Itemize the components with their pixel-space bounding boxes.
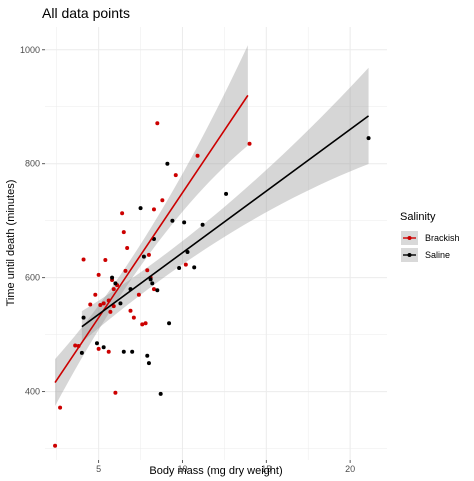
data-point-brackish (96, 272, 101, 277)
data-point-saline (146, 361, 151, 366)
data-point-saline (121, 349, 126, 354)
x-axis-ticks: 5 10 15 20 (96, 460, 355, 474)
x-tick-label: 10 (177, 464, 187, 474)
data-point-brackish (121, 230, 126, 235)
legend-label-brackish: Brackish (425, 233, 460, 243)
fit-line-saline (81, 115, 370, 328)
data-point-saline (158, 391, 163, 396)
data-point-brackish (103, 258, 108, 263)
legend-label-saline: Saline (425, 250, 450, 260)
data-point-saline (113, 281, 118, 286)
legend-title: Salinity (400, 211, 436, 223)
x-axis-title: Body mass (mg dry weight) (149, 465, 282, 477)
y-axis-ticks: 400 600 800 1000 (20, 45, 45, 397)
legend-key-point-brackish (407, 236, 412, 240)
legend-key-point-saline (407, 253, 412, 257)
data-point-brackish (143, 321, 148, 326)
data-point-brackish (73, 343, 78, 348)
data-point-saline (167, 321, 172, 326)
data-point-saline (182, 220, 187, 225)
data-point-brackish (113, 390, 118, 395)
data-point-brackish (125, 246, 130, 251)
data-point-saline (148, 277, 153, 282)
data-point-brackish (53, 443, 58, 448)
data-point-brackish (111, 287, 116, 292)
data-point-brackish (93, 292, 98, 297)
y-axis-title: Time until death (minutes) (5, 180, 17, 307)
data-point-saline (110, 275, 115, 280)
data-point-brackish (160, 198, 165, 203)
data-point-saline (150, 281, 155, 286)
x-tick-label: 5 (96, 464, 101, 474)
data-point-saline (145, 353, 150, 358)
fit-line-brackish (54, 94, 249, 383)
data-point-brackish (120, 211, 125, 216)
data-point-brackish (98, 303, 103, 308)
data-point-saline (366, 136, 371, 141)
data-point-saline (155, 288, 160, 293)
chart-title: All data points (42, 5, 130, 21)
data-point-brackish (146, 252, 151, 257)
data-point-brackish (151, 207, 156, 212)
data-point-saline (177, 265, 182, 270)
data-point-saline (224, 191, 229, 196)
legend: Salinity Brackish Saline (400, 211, 460, 262)
data-point-brackish (136, 292, 141, 297)
data-point-brackish (101, 301, 106, 306)
data-point-saline (170, 218, 175, 223)
data-point-brackish (145, 268, 150, 273)
grid-lines (45, 27, 387, 460)
data-point-saline (185, 250, 190, 255)
data-point-saline (192, 265, 197, 270)
data-point-brackish (128, 308, 133, 313)
data-point-brackish (151, 287, 156, 292)
data-point-saline (200, 222, 205, 227)
x-tick-label: 20 (345, 464, 355, 474)
y-tick-label: 600 (25, 273, 40, 283)
data-point-saline (81, 315, 86, 320)
data-point-brackish (140, 322, 145, 327)
data-point-brackish (88, 302, 93, 307)
x-tick-label: 15 (261, 464, 271, 474)
data-point-brackish (123, 268, 128, 273)
data-point-brackish (58, 405, 63, 410)
data-point-brackish (96, 346, 101, 351)
confidence-band-brackish (55, 45, 248, 406)
data-point-saline (94, 341, 99, 346)
data-point-brackish (108, 309, 113, 314)
y-tick-label: 800 (25, 159, 40, 169)
data-point-saline (138, 206, 143, 211)
data-point-brackish (247, 141, 252, 146)
data-point-saline (101, 345, 106, 350)
legend-keys (401, 231, 418, 262)
plot-panel (45, 27, 387, 460)
plot-background (45, 27, 387, 460)
data-point-saline (130, 349, 135, 354)
y-tick-label: 400 (25, 387, 40, 397)
data-point-saline (79, 350, 84, 355)
data-point-saline (165, 161, 170, 166)
data-point-brackish (106, 349, 111, 354)
data-point-brackish (183, 262, 188, 267)
y-tick-label: 1000 (20, 45, 40, 55)
data-point-saline (118, 301, 123, 306)
data-point-brackish (155, 121, 160, 126)
data-point-brackish (81, 257, 86, 262)
data-point-brackish (131, 315, 136, 320)
data-points (53, 121, 371, 448)
data-point-brackish (173, 173, 178, 178)
regression-lines (54, 94, 370, 383)
data-point-brackish (195, 153, 200, 158)
data-point-saline (141, 254, 146, 259)
data-point-brackish (111, 304, 116, 309)
